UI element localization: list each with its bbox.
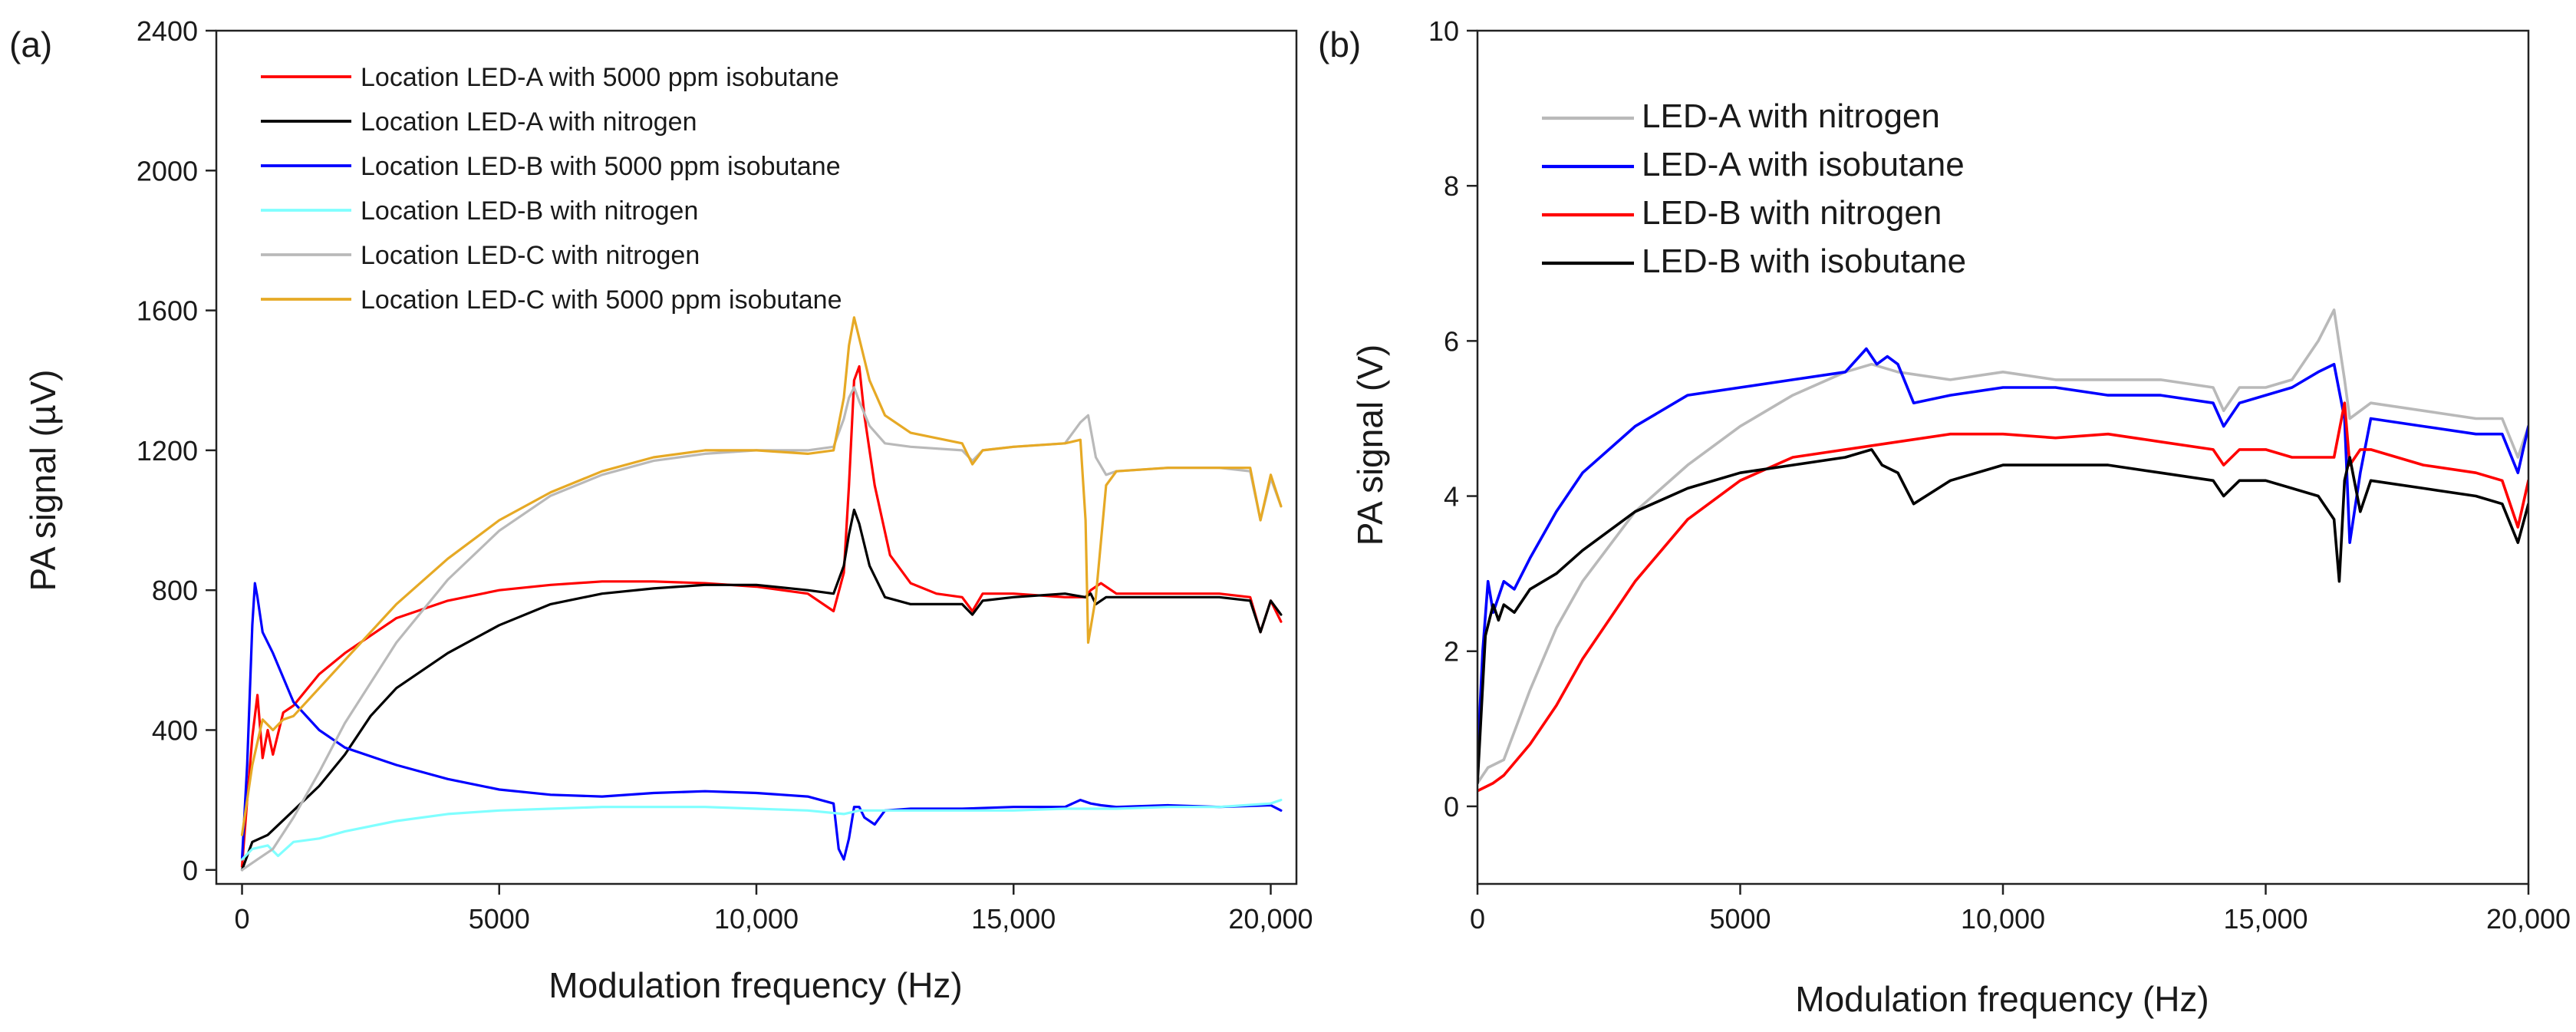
- chart-a-y-tick-label: 400: [152, 714, 198, 746]
- chart-b-y-tick-label: 4: [1444, 481, 1459, 513]
- chart-b-y-tick-label: 2: [1444, 636, 1459, 668]
- chart-a-x-tick-label: 10,000: [714, 903, 799, 935]
- chart-b-x-tick-label: 20,000: [2486, 903, 2571, 935]
- chart-b-series-line-3: [1477, 401, 2528, 793]
- chart-a-y-axis: 0 400 800 1200 1600 2000 2400: [137, 15, 216, 886]
- chart-a-series-line-4: [240, 798, 1283, 861]
- chart-b-panel-label: (b): [1318, 25, 1361, 64]
- chart-a-legend-label: Location LED-A with 5000 ppm isobutane: [361, 63, 839, 92]
- chart-b-legend-label: LED-A with nitrogen: [1642, 97, 1940, 135]
- chart-b-y-tick-label: 8: [1444, 170, 1459, 202]
- chart-b-legend-label: LED-B with isobutane: [1642, 242, 1966, 280]
- chart-b-y-tick-label: 6: [1444, 325, 1459, 357]
- chart-a-y-tick-label: 1600: [137, 295, 198, 327]
- chart-b-x-tick-label: 15,000: [2223, 903, 2308, 935]
- chart-a-x-tick-label: 5000: [469, 903, 530, 935]
- chart-b: (b) 0 5000 10,000 15,000 20,000 0 2 4 6 8 10 Modu…: [1318, 15, 2571, 1019]
- chart-a-x-tick-label: 15,000: [971, 903, 1056, 935]
- chart-b-x-tick-label: 0: [1470, 903, 1485, 935]
- chart-a-legend-label: Location LED-A with nitrogen: [361, 107, 697, 137]
- chart-a-x-axis: 0 5000 10,000 15,000 20,000: [235, 884, 1313, 935]
- chart-a-y-tick-label: 2400: [137, 15, 198, 47]
- chart-b-y-axis: 0 2 4 6 8 10: [1428, 15, 1477, 823]
- chart-a-legend-label: Location LED-C with 5000 ppm isobutane: [361, 285, 842, 315]
- chart-a-legend-label: Location LED-C with nitrogen: [361, 241, 700, 270]
- chart-a-series-line-1: [240, 364, 1283, 868]
- chart-a-y-tick-label: 800: [152, 575, 198, 606]
- chart-b-x-axis-title: Modulation frequency (Hz): [1795, 979, 2209, 1019]
- chart-a-series-line-2: [240, 508, 1283, 872]
- chart-a-series-layer: [240, 316, 1283, 872]
- chart-b-x-tick-label: 10,000: [1961, 903, 2045, 935]
- chart-a-series-line-3: [240, 582, 1283, 861]
- chart-a-y-tick-label: 0: [183, 855, 198, 886]
- chart-b-series-line-4: [1477, 448, 2528, 785]
- chart-b-series-layer: [1477, 308, 2528, 793]
- chart-b-legend-label: LED-A with isobutane: [1642, 146, 1965, 183]
- chart-a-x-tick-label: 0: [235, 903, 250, 935]
- chart-b-x-tick-label: 5000: [1709, 903, 1771, 935]
- chart-a-legend-label: Location LED-B with nitrogen: [361, 196, 698, 226]
- chart-a-y-tick-label: 2000: [137, 155, 198, 186]
- chart-a-legend-label: Location LED-B with 5000 ppm isobutane: [361, 152, 841, 181]
- chart-a-panel-label: (a): [9, 25, 52, 64]
- chart-b-y-tick-label: 0: [1444, 791, 1459, 823]
- chart-b-series-line-2: [1477, 347, 2528, 762]
- chart-a-series-line-5: [240, 386, 1283, 872]
- chart-b-y-tick-label: 10: [1428, 15, 1459, 47]
- chart-b-x-axis: 0 5000 10,000 15,000 20,000: [1470, 884, 2571, 935]
- chart-b-plot-frame: [1476, 29, 2530, 885]
- chart-a-x-tick-label: 20,000: [1228, 903, 1313, 935]
- chart-b-legend-label: LED-B with nitrogen: [1642, 194, 1942, 232]
- chart-b-series-line-1: [1477, 308, 2528, 785]
- chart-a-y-axis-title: PA signal (µV): [23, 370, 63, 592]
- chart-b-legend: LED-A with nitrogen LED-A with isobutane L…: [1542, 97, 1966, 280]
- chart-a-legend: Location LED-A with 5000 ppm isobutane Lo…: [261, 63, 842, 315]
- chart-a-series-line-6: [240, 316, 1283, 836]
- chart-a-x-axis-title: Modulation frequency (Hz): [548, 965, 962, 1005]
- chart-b-y-axis-title: PA signal (V): [1350, 345, 1390, 546]
- chart-a-y-tick-label: 1200: [137, 435, 198, 467]
- chart-a: (a) 0 5000 10,000 15,000 20,000 0 400 800 1200 1…: [9, 15, 1313, 1005]
